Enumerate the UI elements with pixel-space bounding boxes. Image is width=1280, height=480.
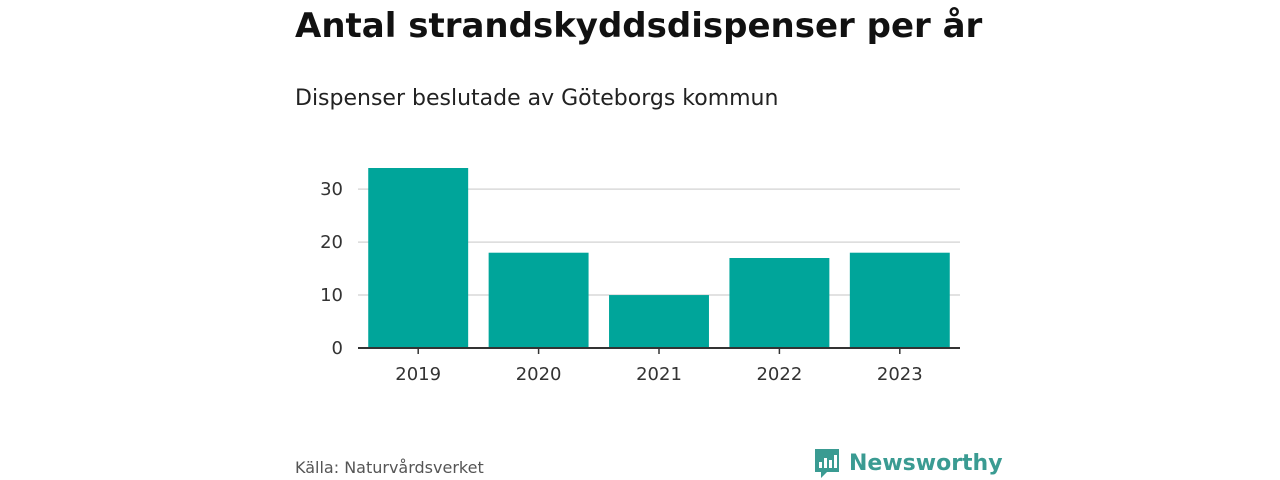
x-axis: [358, 347, 960, 354]
chart-title: Antal strandskyddsdispenser per år: [295, 6, 983, 46]
source-note: Källa: Naturvårdsverket: [295, 458, 484, 477]
x-tick-label: 2019: [395, 364, 441, 385]
bar-2021: [609, 295, 709, 348]
x-tick-label: 2023: [877, 364, 923, 385]
x-tick-label: 2022: [756, 364, 802, 385]
bar-2022: [729, 258, 830, 348]
newsworthy-logo-icon: [815, 449, 839, 478]
bar-2019: [368, 168, 469, 348]
chart-subtitle: Dispenser beslutade av Göteborgs kommun: [295, 86, 779, 111]
brand-name: Newsworthy: [849, 450, 1003, 476]
tick-labels: 0 10 20 30 2019 2020 2021 2022 2023: [320, 179, 923, 385]
y-tick-label: 10: [320, 285, 343, 306]
bar-2020: [488, 252, 589, 348]
newsworthy-brand[interactable]: Newsworthy: [813, 447, 1003, 479]
bar-2023: [849, 252, 950, 348]
x-tick-label: 2021: [636, 364, 682, 385]
y-tick-label: 0: [332, 338, 343, 359]
y-tick-label: 30: [320, 179, 343, 200]
x-tick-label: 2020: [516, 364, 562, 385]
y-tick-label: 20: [320, 232, 343, 253]
bars: [368, 168, 950, 348]
